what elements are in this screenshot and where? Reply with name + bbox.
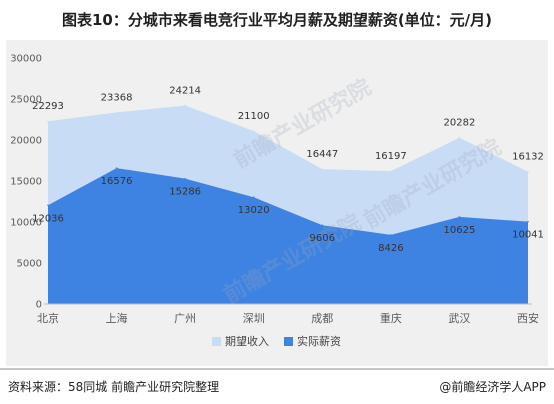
data-label-actual: 9606 [310,233,335,244]
point-actual [47,204,49,207]
source-text: 资料来源：58同城 前瞻产业研究院整理 [8,380,220,394]
chart-panel: 0 5000 10000 15000 20000 25000 30000 前瞻产业研究院 前瞻… [6,40,548,366]
legend-swatch [284,337,293,346]
data-label-expected: 20282 [444,118,476,129]
x-tick-label: 武汉 [448,312,470,325]
data-label-expected: 16132 [512,152,544,163]
x-tick-label: 广州 [174,312,196,325]
legend-label: 实际薪资 [297,334,341,348]
point-actual [390,234,392,236]
data-label-actual: 16576 [101,176,133,187]
point-actual [184,177,186,180]
y-axis: 0 5000 10000 15000 20000 25000 30000 [10,54,42,311]
point-expected [390,170,392,172]
point-expected [321,168,324,170]
y-tick-label: 25000 [10,95,42,106]
x-tick-label: 北京 [37,311,59,325]
y-tick-label: 20000 [10,136,42,147]
data-label-actual: 8426 [378,243,403,254]
point-expected [184,104,186,107]
point-actual [252,196,255,199]
publisher-credit: @前瞻经济学人APP [439,380,546,394]
point-expected [252,130,255,132]
y-tick-label: 0 [36,300,42,311]
x-tick-label: 西安 [517,311,539,325]
y-tick-label: 15000 [10,177,42,188]
point-expected [47,120,49,122]
y-tick-label: 10000 [10,218,42,229]
chart-title: 图表10：分城市来看电竞行业平均月薪及期望薪资(单位：元/月) [61,11,493,29]
point-actual [458,216,461,218]
data-label-expected: 22293 [32,101,64,112]
point-expected [527,170,529,173]
point-actual [115,167,118,169]
point-expected [115,111,118,114]
legend-swatch [212,337,221,346]
x-tick-label: 重庆 [380,311,402,325]
area-series-actual [48,168,528,304]
data-label-actual: 10041 [512,230,544,241]
plot-areas [47,104,529,305]
data-label-expected: 24214 [169,85,201,96]
data-label-actual: 13020 [238,205,270,216]
data-labels: 22293 23368 24214 21100 16447 16197 20282 16132… [32,85,544,253]
x-axis: 北京 上海 广州 深圳 成都 重庆 武汉 西安 [37,303,539,325]
y-tick-label: 5000 [17,259,42,270]
x-tick-label: 深圳 [243,312,265,325]
source-bar: 资料来源：58同城 前瞻产业研究院整理 @前瞻经济学人APP [0,368,554,400]
point-actual [527,220,529,223]
data-label-expected: 16447 [306,149,338,160]
legend-label: 期望收入 [225,334,269,348]
data-label-expected: 23368 [101,92,133,103]
data-label-expected: 21100 [238,111,270,122]
data-label-expected: 16197 [375,151,407,162]
point-expected [458,136,461,139]
data-label-actual: 12036 [32,213,64,224]
data-label-actual: 10625 [444,225,476,236]
x-tick-label: 上海 [106,311,128,325]
x-tick-label: 成都 [311,312,333,325]
data-label-actual: 15286 [169,187,201,198]
point-actual [321,224,324,227]
legend: 期望收入 实际薪资 [212,334,341,348]
y-tick-label: 30000 [10,54,42,65]
